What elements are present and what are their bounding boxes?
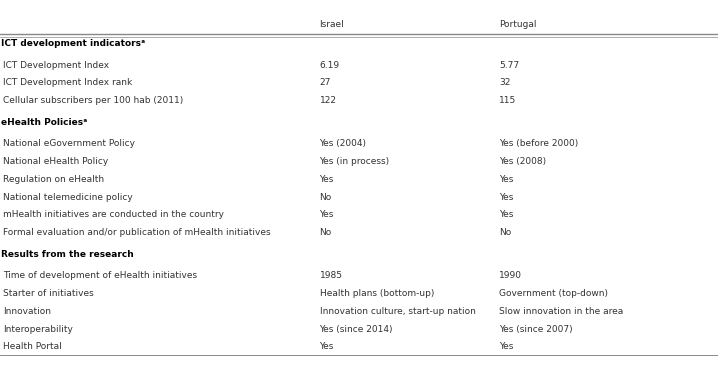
Text: 1985: 1985 <box>320 271 342 280</box>
Text: Yes: Yes <box>320 210 334 219</box>
Text: Yes (2008): Yes (2008) <box>499 157 546 166</box>
Text: Portugal: Portugal <box>499 19 536 28</box>
Text: Starter of initiatives: Starter of initiatives <box>3 289 93 298</box>
Text: No: No <box>320 228 332 237</box>
Text: mHealth initiatives are conducted in the country: mHealth initiatives are conducted in the… <box>3 210 224 219</box>
Text: Innovation culture, start-up nation: Innovation culture, start-up nation <box>320 307 475 316</box>
Text: ICT Development Index rank: ICT Development Index rank <box>3 78 132 87</box>
Text: Yes: Yes <box>499 193 513 202</box>
Text: 115: 115 <box>499 96 516 105</box>
Text: No: No <box>499 228 511 237</box>
Text: Yes (2004): Yes (2004) <box>320 139 366 149</box>
Text: eHealth Policiesᵃ: eHealth Policiesᵃ <box>1 118 88 127</box>
Text: Formal evaluation and/or publication of mHealth initiatives: Formal evaluation and/or publication of … <box>3 228 271 237</box>
Text: No: No <box>320 193 332 202</box>
Text: Health Portal: Health Portal <box>3 342 62 351</box>
Text: Israel: Israel <box>320 19 344 28</box>
Text: Innovation: Innovation <box>3 307 51 316</box>
Text: Yes (since 2014): Yes (since 2014) <box>320 324 393 334</box>
Text: Yes: Yes <box>320 342 334 351</box>
Text: National telemedicine policy: National telemedicine policy <box>3 193 133 202</box>
Text: Yes (since 2007): Yes (since 2007) <box>499 324 573 334</box>
Text: 6.19: 6.19 <box>320 61 340 70</box>
Text: Yes: Yes <box>499 342 513 351</box>
Text: Yes: Yes <box>499 210 513 219</box>
Text: Yes (before 2000): Yes (before 2000) <box>499 139 578 149</box>
Text: Interoperability: Interoperability <box>3 324 73 334</box>
Text: Slow innovation in the area: Slow innovation in the area <box>499 307 623 316</box>
Text: 1990: 1990 <box>499 271 522 280</box>
Text: Yes: Yes <box>320 175 334 184</box>
Text: 32: 32 <box>499 78 510 87</box>
Text: 5.77: 5.77 <box>499 61 519 70</box>
Text: Cellular subscribers per 100 hab (2011): Cellular subscribers per 100 hab (2011) <box>3 96 183 105</box>
Text: ICT development indicatorsᵃ: ICT development indicatorsᵃ <box>1 39 146 49</box>
Text: 122: 122 <box>320 96 337 105</box>
Text: Health plans (bottom-up): Health plans (bottom-up) <box>320 289 434 298</box>
Text: Results from the research: Results from the research <box>1 250 134 259</box>
Text: Government (top-down): Government (top-down) <box>499 289 608 298</box>
Text: Time of development of eHealth initiatives: Time of development of eHealth initiativ… <box>3 271 197 280</box>
Text: ICT Development Index: ICT Development Index <box>3 61 109 70</box>
Text: Yes: Yes <box>499 175 513 184</box>
Text: National eGovernment Policy: National eGovernment Policy <box>3 139 135 149</box>
Text: 27: 27 <box>320 78 331 87</box>
Text: National eHealth Policy: National eHealth Policy <box>3 157 108 166</box>
Text: Regulation on eHealth: Regulation on eHealth <box>3 175 104 184</box>
Text: Yes (in process): Yes (in process) <box>320 157 390 166</box>
